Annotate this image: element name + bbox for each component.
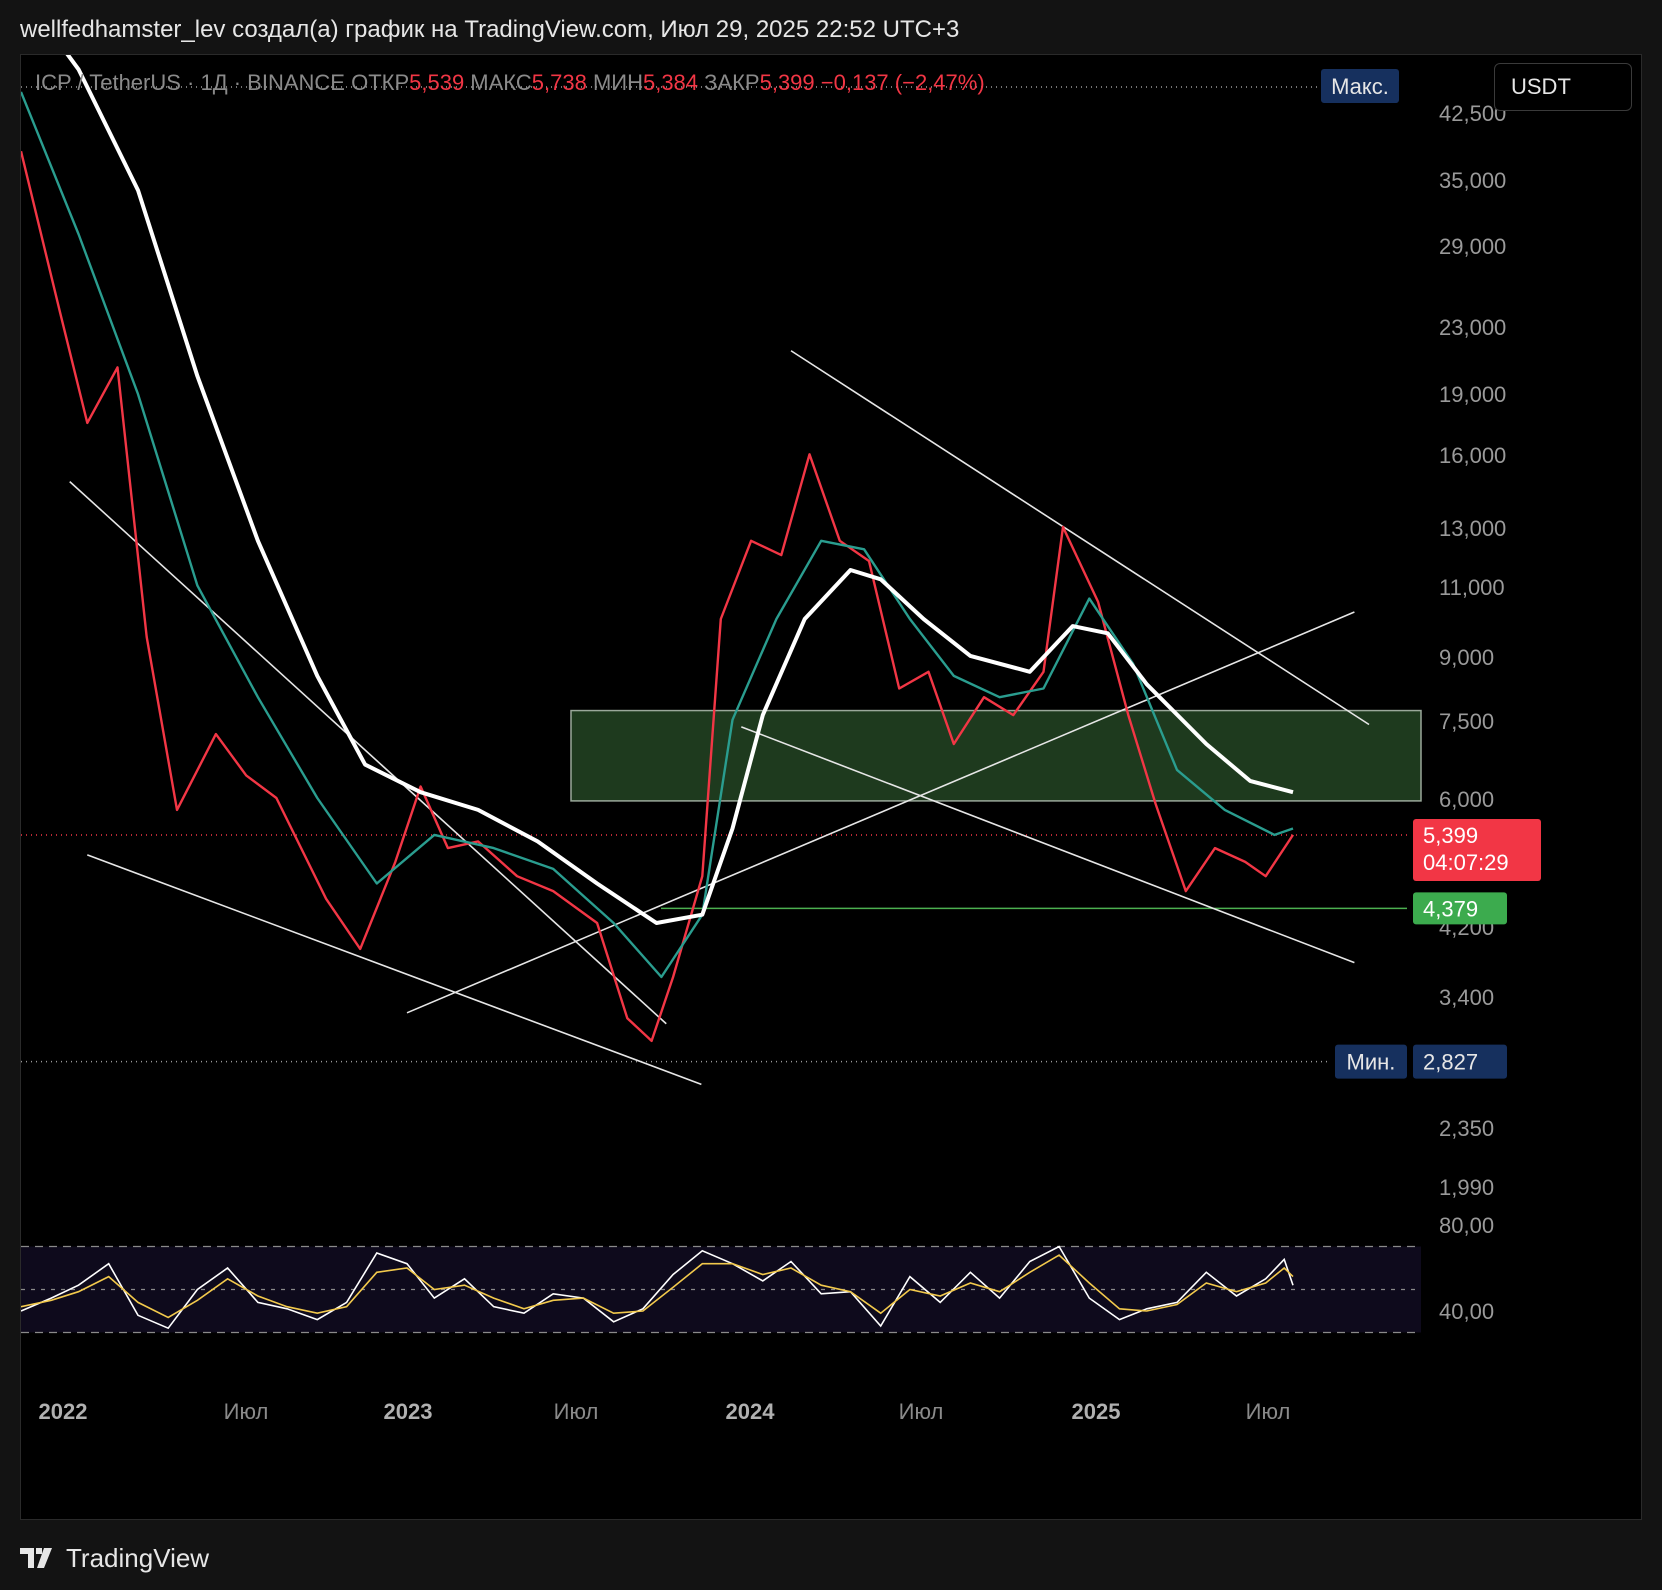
price-tick-label: 11,000 <box>1439 575 1505 600</box>
ohlc-legend[interactable]: ICP / TetherUS · 1Д · BINANCE ОТКР5,539 … <box>35 70 985 95</box>
time-tick-label: Июл <box>1246 1399 1291 1424</box>
max-badge-label: Макс. <box>1331 74 1389 99</box>
price-series-3 <box>25 0 1294 925</box>
time-tick-label: 2023 <box>384 1399 433 1424</box>
min-badge-value: 2,827 <box>1423 1050 1478 1075</box>
price-tick-label: 13,000 <box>1439 516 1506 541</box>
currency-button[interactable]: USDT <box>1494 63 1632 111</box>
price-tick-label: 6,000 <box>1439 787 1494 812</box>
trendline-4[interactable] <box>790 350 1370 726</box>
author-line: wellfedhamster_lev создал(а) график на T… <box>20 16 960 43</box>
min-badge-label: Мин. <box>1347 1050 1396 1075</box>
time-tick-label: Июл <box>899 1399 944 1424</box>
time-tick-label: 2024 <box>726 1399 776 1424</box>
support-badge-value: 4,379 <box>1423 896 1478 921</box>
price-tick-label: 16,000 <box>1439 443 1506 468</box>
rsi-series-1 <box>20 1245 1294 1330</box>
trendline-5[interactable] <box>741 726 1355 964</box>
last-price-badge <box>1413 818 1541 881</box>
zone-rect[interactable] <box>570 709 1422 802</box>
time-tick-label: 2022 <box>39 1399 88 1424</box>
last-price-value: 5,399 <box>1423 823 1478 848</box>
price-tick-label: 29,000 <box>1439 234 1506 259</box>
countdown-value: 04:07:29 <box>1423 850 1509 875</box>
chart-canvas[interactable]: 42,50035,00029,00023,00019,00016,00013,0… <box>19 0 1641 1519</box>
tradingview-footer[interactable]: TradingView <box>20 1538 209 1578</box>
trendline-2[interactable] <box>87 854 702 1086</box>
trendline-1[interactable] <box>69 481 667 1025</box>
price-tick-label: 23,000 <box>1439 315 1506 340</box>
price-tick-label: 9,000 <box>1439 645 1494 670</box>
max-badge <box>1321 69 1399 103</box>
chart-frame[interactable]: 42,500 35,000 29,000 23,000 19,000 16,000 13,0… <box>19 0 1642 1520</box>
min-value-badge <box>1413 1044 1507 1079</box>
rsi-tick-label: 40,00 <box>1439 1299 1494 1324</box>
tradingview-brand: TradingView <box>66 1542 210 1573</box>
rsi-series-2 <box>20 1254 1294 1319</box>
time-tick-label: Июл <box>554 1399 599 1424</box>
min-badge <box>1335 1044 1407 1079</box>
price-series-1 <box>19 150 1295 1043</box>
price-tick-label: 2,350 <box>1439 1116 1494 1141</box>
price-tick-label: 35,000 <box>1439 168 1506 193</box>
time-tick-label: Июл <box>224 1399 269 1424</box>
price-series-2 <box>19 91 1294 979</box>
price-tick-label: 7,500 <box>1439 709 1494 734</box>
price-tick-label: 3,400 <box>1439 985 1494 1010</box>
tradingview-logo-icon <box>20 1548 52 1568</box>
rsi-tick-label: 80,00 <box>1439 1213 1494 1238</box>
trendline-3[interactable] <box>406 611 1355 1014</box>
time-tick-label: 2025 <box>1072 1399 1121 1424</box>
price-tick-label: 1,990 <box>1439 1175 1494 1200</box>
price-tick-label: 19,000 <box>1439 382 1506 407</box>
support-badge <box>1413 892 1507 925</box>
